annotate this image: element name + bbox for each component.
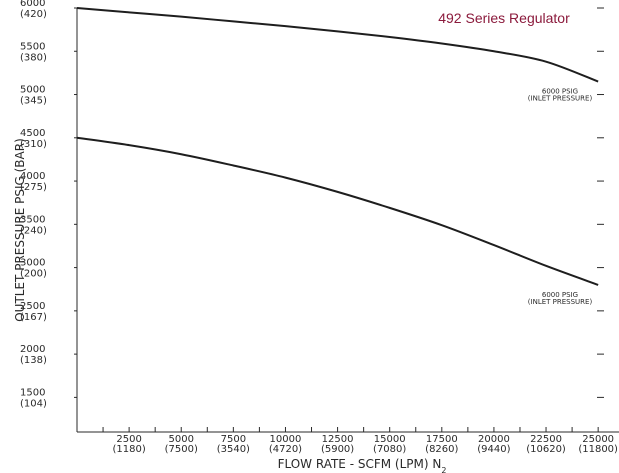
x-tick-sublabel: (3540): [217, 444, 250, 455]
chart-title: 492 Series Regulator: [438, 10, 570, 26]
series-label-2-line2: (INLET PRESSURE): [528, 298, 593, 306]
y-tick-label: 5000: [20, 85, 45, 96]
y-tick-sublabel: (104): [20, 398, 47, 409]
series-layer: 6000 PSIG(INLET PRESSURE)6000 PSIG(INLET…: [76, 7, 599, 306]
y-axis-title: OUTLET PRESSURE PSIG (BAR): [13, 138, 27, 322]
y-ticks: 6000(420) 5500(380) 5000(345) 4500(310) 4000…: [20, 0, 604, 409]
x-axis-title-text: FLOW RATE - SCFM (LPM) N: [278, 457, 442, 471]
x-tick-label: 5000: [169, 434, 194, 445]
x-tick-label: 12500: [322, 434, 354, 445]
x-tick-label: 20000: [478, 434, 510, 445]
y-tick-sublabel: (275): [20, 182, 47, 193]
y-tick-sublabel: (200): [20, 269, 47, 280]
x-tick-label: 22500: [530, 434, 562, 445]
series-line-2: [76, 136, 599, 286]
x-tick-sublabel: (9440): [477, 444, 510, 455]
x-tick-sublabel: (7080): [373, 444, 406, 455]
x-tick-sublabel: (11800): [578, 444, 618, 455]
x-ticks: 2500(1180) 5000(7500) 7500(3540) 10000(4720…: [102, 427, 618, 455]
x-tick-sublabel: (5900): [321, 444, 354, 455]
series-label-1-line1: 6000 PSIG: [542, 88, 578, 96]
y-tick-label: 3000: [20, 258, 45, 269]
y-tick-label: 4000: [20, 171, 45, 182]
y-tick-sublabel: (420): [20, 9, 47, 20]
y-tick-sublabel: (167): [20, 312, 47, 323]
series-label-1-line2: (INLET PRESSURE): [528, 95, 593, 103]
series-line-1: [76, 7, 599, 83]
x-tick-label: 25000: [582, 434, 614, 445]
y-tick-sublabel: (345): [20, 96, 47, 107]
y-tick-sublabel: (138): [20, 355, 47, 366]
y-tick-label: 2500: [20, 301, 45, 312]
y-tick-label: 1500: [20, 387, 45, 398]
x-tick-sublabel: (7500): [165, 444, 198, 455]
x-tick-label: 15000: [374, 434, 406, 445]
x-tick-sublabel: (10620): [526, 444, 566, 455]
x-axis-title: FLOW RATE - SCFM (LPM) N2: [278, 457, 447, 473]
series-label-2-line1: 6000 PSIG: [542, 291, 578, 299]
y-tick-sublabel: (380): [20, 52, 47, 63]
x-tick-label: 17500: [426, 434, 458, 445]
y-tick-label: 4500: [20, 128, 45, 139]
x-axis-title-subscript: 2: [441, 466, 446, 473]
x-tick-sublabel: (1180): [112, 444, 145, 455]
x-tick-label: 7500: [221, 434, 246, 445]
y-tick-label: 3500: [20, 214, 45, 225]
y-tick-label: 5500: [20, 41, 45, 52]
y-tick-label: 6000: [20, 0, 45, 9]
y-tick-label: 2000: [20, 344, 45, 355]
x-tick-label: 2500: [116, 434, 141, 445]
x-tick-label: 10000: [270, 434, 302, 445]
y-tick-sublabel: (310): [20, 139, 47, 150]
y-tick-sublabel: (240): [20, 225, 47, 236]
x-tick-sublabel: (8260): [425, 444, 458, 455]
x-tick-sublabel: (4720): [269, 444, 302, 455]
